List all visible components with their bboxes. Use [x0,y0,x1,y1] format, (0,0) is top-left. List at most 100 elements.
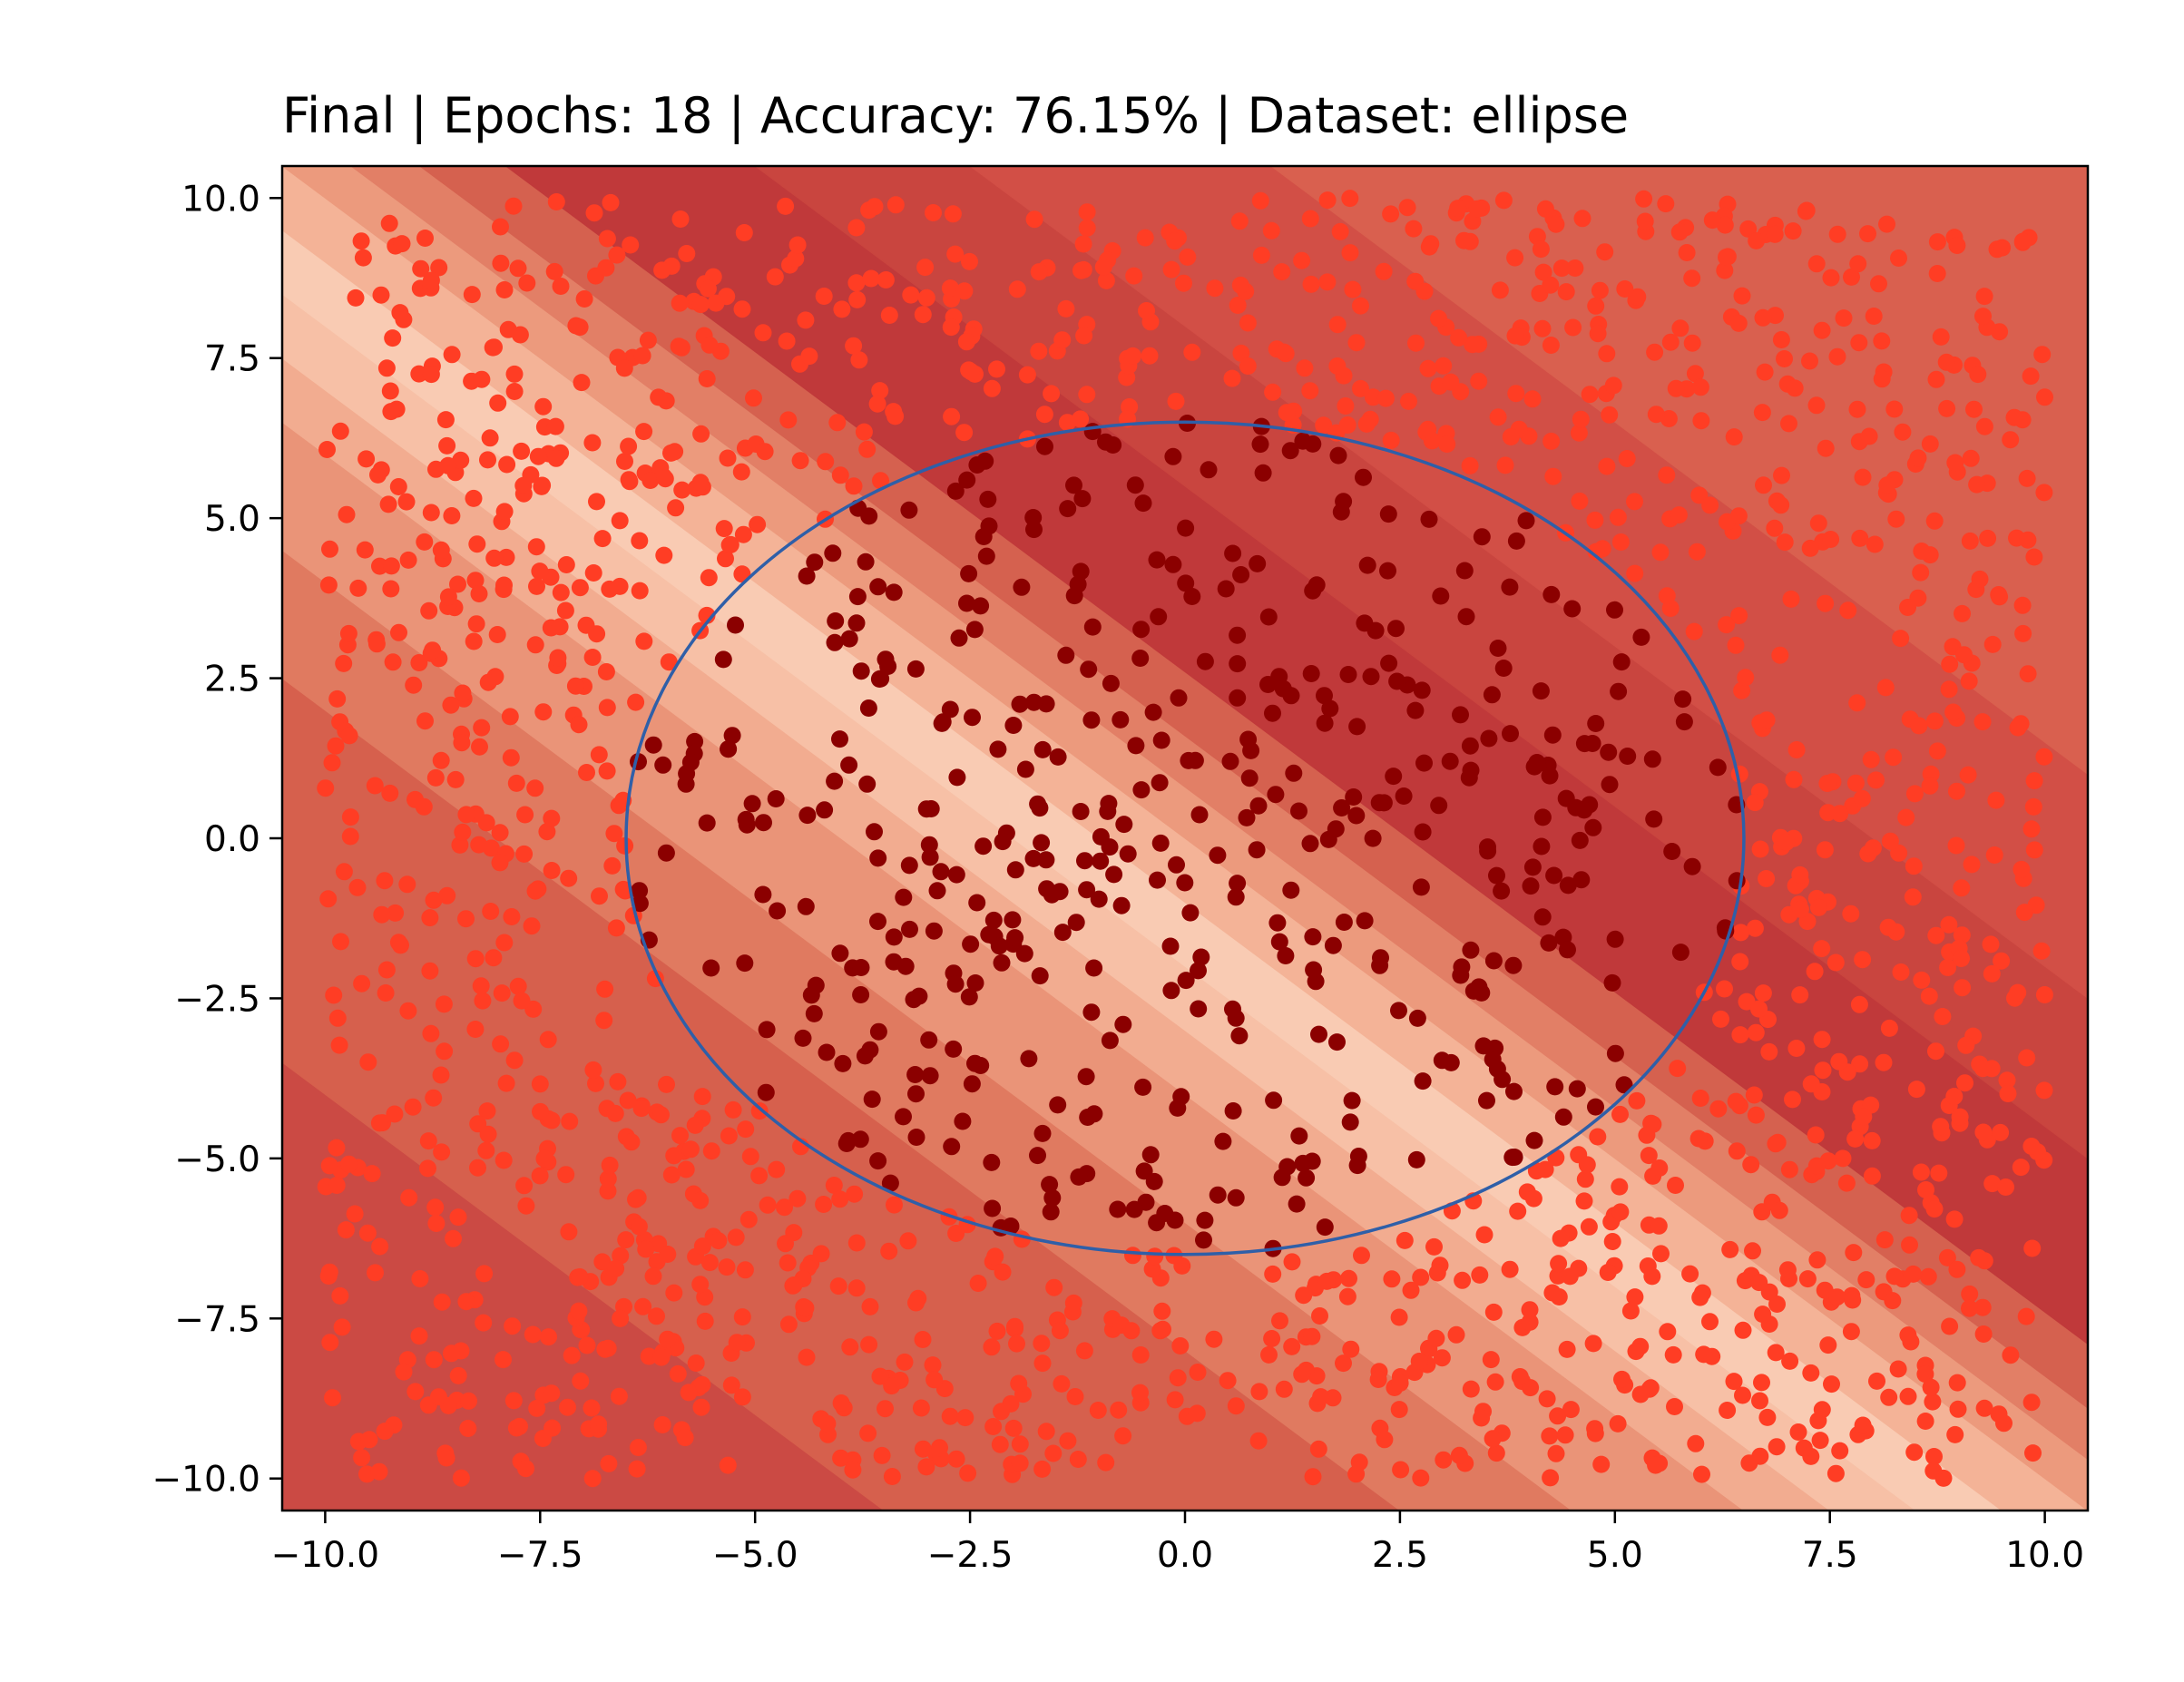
outside-point [551,618,569,636]
outside-point [1489,408,1507,426]
outside-point [1509,1202,1527,1220]
inside-point [885,583,903,601]
outside-point [1572,410,1590,428]
inside-point [920,1031,938,1049]
outside-point [601,1156,619,1174]
outside-point [1275,343,1293,361]
inside-point [1268,914,1287,932]
outside-point [472,977,490,995]
inside-point [1494,660,1513,677]
inside-point [1575,801,1593,819]
outside-point [1733,681,1751,699]
outside-point [947,1450,965,1468]
inside-point [948,768,966,787]
inside-point [1115,816,1133,834]
outside-point [635,423,653,441]
outside-point [1506,327,1524,345]
outside-point [1747,1106,1765,1124]
inside-point [1294,1154,1312,1172]
inside-point [1080,660,1098,679]
inside-point [895,1108,912,1126]
y-tick-label: 0.0 [204,819,260,860]
inside-point [1132,781,1151,799]
outside-point [1587,297,1605,315]
inside-point [1011,695,1029,713]
inside-point [1294,432,1312,450]
inside-point [769,902,787,920]
inside-point [872,670,890,688]
outside-point [1801,352,1818,370]
inside-point [1102,674,1120,692]
inside-point [1615,1076,1633,1094]
inside-point [1077,1068,1095,1086]
inside-point [1151,834,1170,852]
outside-point [848,290,867,308]
outside-point [1400,392,1417,410]
outside-point [1586,1424,1604,1442]
outside-point [321,540,338,558]
outside-point [397,493,416,511]
outside-point [994,1263,1012,1281]
outside-point [736,1261,754,1279]
inside-point [1525,758,1543,776]
outside-point [660,653,678,671]
outside-point [390,623,407,641]
outside-point [1278,404,1296,422]
outside-point [692,425,710,443]
inside-point [1355,468,1372,486]
outside-point [585,204,603,222]
outside-point [1892,630,1910,648]
outside-point [1787,741,1806,758]
outside-point [2035,1081,2053,1100]
outside-point [1807,255,1826,273]
outside-point [1817,439,1835,457]
outside-point [1750,1274,1768,1292]
inside-point [928,882,946,900]
outside-point [2013,860,2031,878]
outside-point [1913,543,1931,560]
outside-point [1428,1264,1446,1282]
outside-point [1691,1288,1709,1306]
outside-point [1828,347,1846,366]
outside-point [475,1314,493,1332]
outside-point [1921,777,1939,795]
outside-point [1304,1468,1322,1486]
outside-point [1609,508,1627,526]
inside-point [848,588,867,606]
outside-point [1402,1281,1420,1299]
outside-point [425,891,443,909]
outside-point [463,286,481,304]
inside-point [758,1021,776,1039]
inside-point [1082,711,1101,729]
inside-point [1543,726,1562,744]
outside-point [1932,328,1950,346]
inside-point [1674,690,1692,709]
outside-point [1851,529,1869,547]
outside-point [382,557,400,575]
outside-point [1925,1448,1943,1465]
outside-point [426,768,445,787]
outside-point [1880,1019,1898,1037]
outside-point [492,254,510,272]
outside-point [1997,1178,2014,1196]
outside-point [598,699,616,717]
inside-point [1305,961,1323,979]
outside-point [1987,791,2005,809]
outside-point [479,451,496,469]
outside-point [1948,237,1966,254]
outside-point [504,1317,522,1335]
inside-point [1162,982,1180,1000]
outside-point [1167,392,1185,410]
inside-point [1543,585,1561,603]
outside-point [1960,672,1978,690]
outside-point [797,311,815,329]
outside-point [560,1223,578,1241]
outside-point [1331,222,1349,240]
inside-point [1502,725,1519,743]
outside-point [526,636,544,654]
outside-point [1816,841,1834,859]
inside-point [1395,787,1413,805]
inside-point [869,1022,887,1041]
inside-point [859,699,877,717]
outside-point [1412,1469,1430,1487]
